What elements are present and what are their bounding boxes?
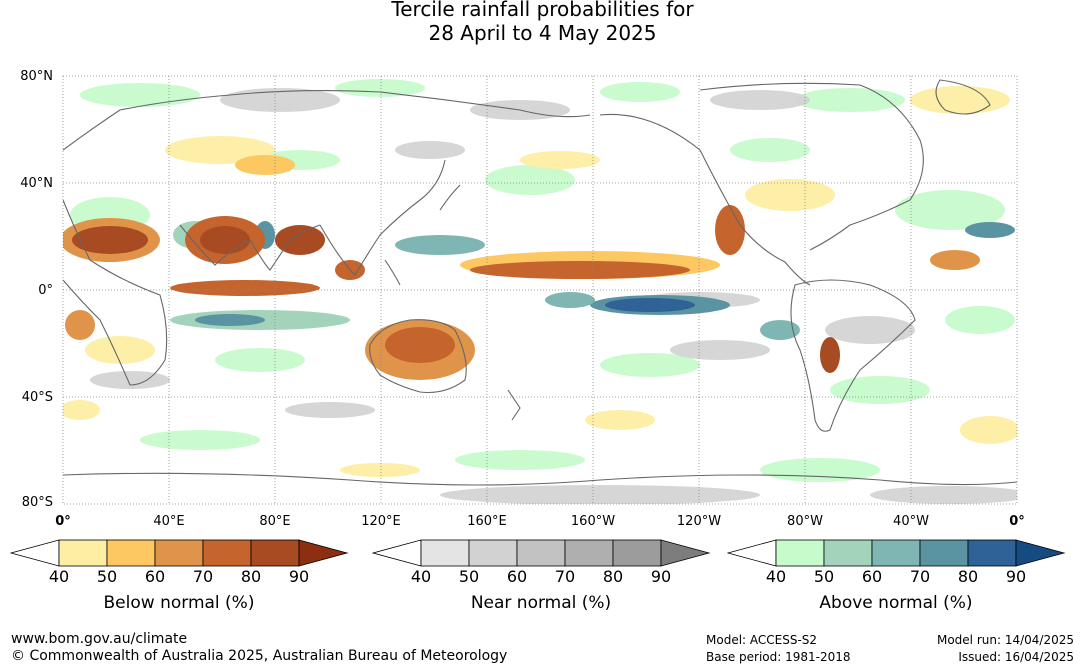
- colorbar-segment: [823, 539, 873, 567]
- near-normal-colorbar: [372, 539, 711, 567]
- below-normal-strong-areas: [63, 155, 980, 380]
- lon-label-80e: 80°E: [259, 514, 291, 529]
- below-normal-tick: 40: [48, 567, 70, 586]
- below-normal-colorbar: [10, 539, 349, 567]
- lon-label-80w: 80°W: [787, 514, 823, 529]
- coastlines: [63, 79, 1017, 486]
- near-normal-tick: 50: [458, 567, 480, 586]
- below-normal-tick: 70: [192, 567, 214, 586]
- colorbar-low-arrow: [10, 539, 60, 567]
- map-frame: [62, 75, 1018, 505]
- colorbar-segment: [154, 539, 204, 567]
- colorbar-low-arrow: [727, 539, 777, 567]
- colorbar-high-arrow: [660, 539, 711, 567]
- copyright-text: © Commonwealth of Australia 2025, Austra…: [11, 648, 508, 664]
- base-period: Base period: 1981-2018: [706, 650, 851, 664]
- below-normal-tick: 60: [144, 567, 166, 586]
- above-normal-legend-title: Above normal (%): [819, 593, 973, 613]
- colorbar-segment: [202, 539, 252, 567]
- colorbar-segment: [564, 539, 614, 567]
- graticule: [63, 76, 1017, 504]
- near-normal-tick: 60: [506, 567, 528, 586]
- lon-label-120e: 120°E: [361, 514, 401, 529]
- above-normal-tick: 60: [861, 567, 883, 586]
- colorbar-segment: [919, 539, 969, 567]
- lat-label-0: 0°: [38, 283, 53, 298]
- below-normal-tick: 50: [96, 567, 118, 586]
- near-normal-areas: [90, 88, 1017, 504]
- colorbar-segment: [106, 539, 156, 567]
- near-normal-tick: 40: [410, 567, 432, 586]
- below-normal-light-areas: [63, 86, 1017, 477]
- below-normal-tick: 80: [240, 567, 262, 586]
- colorbar-high-arrow: [298, 539, 349, 567]
- above-normal-tick: 40: [765, 567, 787, 586]
- below-normal-tick: 90: [288, 567, 310, 586]
- model-name: Model: ACCESS-S2: [706, 633, 818, 647]
- map-title-line-1: Tercile rainfall probabilities for: [391, 0, 694, 21]
- colorbar-low-arrow: [372, 539, 422, 567]
- lon-label-160w: 160°W: [570, 514, 616, 529]
- map-title-line-2: 28 April to 4 May 2025: [428, 21, 657, 45]
- site-link[interactable]: www.bom.gov.au/climate: [11, 631, 188, 647]
- above-normal-colorbar: [727, 539, 1066, 567]
- lat-label-80s: 80°S: [21, 495, 53, 510]
- colorbar-segment: [250, 539, 300, 567]
- near-normal-legend-title: Near normal (%): [470, 593, 612, 613]
- near-normal-tick: 90: [650, 567, 672, 586]
- above-normal-tick: 80: [957, 567, 979, 586]
- near-normal-tick: 80: [602, 567, 624, 586]
- lon-label-40e: 40°E: [153, 514, 185, 529]
- issued-date: Issued: 16/04/2025: [958, 650, 1074, 664]
- lon-label-160e: 160°E: [467, 514, 507, 529]
- lon-label-0-west: 0°: [55, 514, 71, 529]
- lat-label-40s: 40°S: [21, 390, 53, 405]
- colorbar-segment: [967, 539, 1017, 567]
- lat-label-80n: 80°N: [20, 69, 53, 84]
- colorbar-segment: [468, 539, 518, 567]
- lon-label-40w: 40°W: [893, 514, 929, 529]
- colorbar-segment: [775, 539, 825, 567]
- colorbar-segment: [516, 539, 566, 567]
- colorbar-segment: [871, 539, 921, 567]
- lat-label-40n: 40°N: [20, 176, 53, 191]
- near-normal-tick: 70: [554, 567, 576, 586]
- above-normal-tick: 90: [1005, 567, 1027, 586]
- above-normal-tick: 70: [909, 567, 931, 586]
- lon-label-0-east: 0°: [1009, 514, 1025, 529]
- colorbar-high-arrow: [1015, 539, 1066, 567]
- below-normal-legend-title: Below normal (%): [103, 593, 255, 613]
- lon-label-120w: 120°W: [676, 514, 722, 529]
- above-normal-tick: 50: [813, 567, 835, 586]
- colorbar-segment: [612, 539, 662, 567]
- colorbar-segment: [58, 539, 108, 567]
- model-run-date: Model run: 14/04/2025: [936, 633, 1074, 647]
- colorbar-segment: [420, 539, 470, 567]
